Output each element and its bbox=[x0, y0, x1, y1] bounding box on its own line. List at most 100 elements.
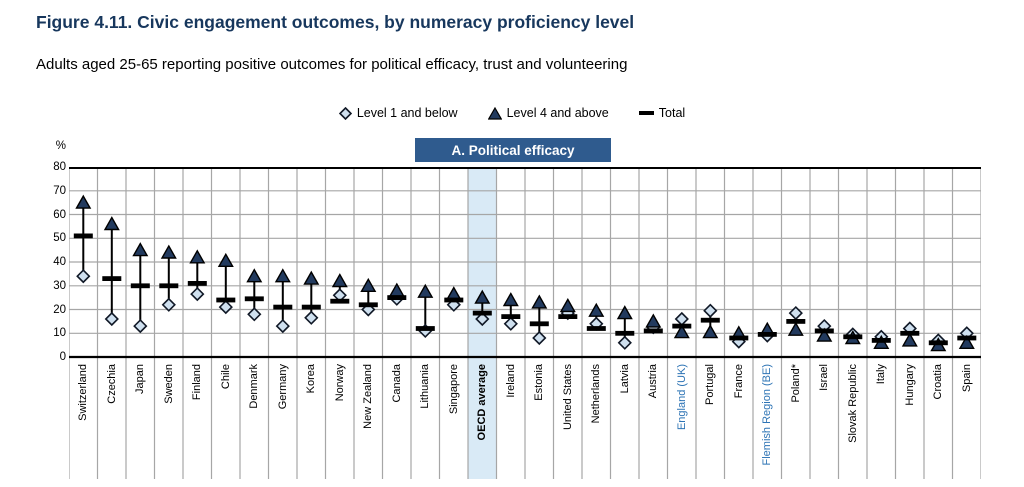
x-axis-label: Japan bbox=[134, 364, 147, 394]
level1-diamond-marker bbox=[104, 311, 119, 327]
level4-triangle-marker bbox=[160, 244, 177, 259]
x-axis-label-cell: Flemish Region (BE) bbox=[753, 364, 782, 482]
marker-group bbox=[928, 333, 948, 352]
x-axis-label: Latvia bbox=[618, 364, 631, 394]
x-axis-label: Canada bbox=[390, 364, 403, 403]
x-axis-label: Korea bbox=[305, 364, 318, 394]
diamond-icon bbox=[338, 106, 352, 120]
level4-triangle-marker bbox=[645, 313, 662, 328]
x-axis-label: Flemish Region (BE) bbox=[761, 364, 774, 466]
legend-item-total: Total bbox=[638, 106, 685, 120]
marker-group bbox=[529, 294, 549, 346]
x-axis-label-cell: Italy bbox=[867, 364, 896, 482]
x-axis-label: Spain bbox=[960, 364, 973, 393]
marker-group bbox=[187, 249, 207, 302]
plot-area bbox=[69, 167, 981, 479]
level4-triangle-marker bbox=[189, 249, 206, 264]
total-bar-marker bbox=[615, 330, 635, 336]
x-axis-label-cell: Norway bbox=[326, 364, 355, 482]
x-axis-label-cell: Israel bbox=[810, 364, 839, 482]
y-axis-tick: 70 bbox=[53, 184, 66, 197]
x-axis-label-cell: United States bbox=[554, 364, 583, 482]
marker-group bbox=[244, 268, 264, 322]
level4-triangle-marker bbox=[360, 277, 377, 292]
x-axis-label-cell: Japan bbox=[126, 364, 155, 482]
x-axis-label: Poland* bbox=[789, 364, 802, 403]
x-axis-label: Norway bbox=[333, 364, 346, 402]
x-axis-label: United States bbox=[561, 364, 574, 431]
level4-triangle-marker bbox=[673, 324, 690, 339]
level4-triangle-marker bbox=[274, 268, 291, 283]
x-axis-label: New Zealand bbox=[362, 364, 375, 429]
x-axis-label-cell: Croatia bbox=[924, 364, 953, 482]
marker-group bbox=[102, 216, 122, 327]
level4-triangle-marker bbox=[531, 294, 548, 309]
x-axis-label-cell: Slovak Republic bbox=[839, 364, 868, 482]
x-axis-label-cell: Ireland bbox=[497, 364, 526, 482]
marker-group bbox=[415, 283, 435, 339]
level4-triangle-marker bbox=[588, 302, 605, 317]
marker-group bbox=[501, 292, 521, 331]
total-bar-marker bbox=[643, 328, 663, 334]
marker-group bbox=[757, 321, 777, 343]
figure-subtitle: Adults aged 25-65 reporting positive out… bbox=[36, 56, 628, 73]
level4-triangle-marker bbox=[303, 270, 320, 285]
level4-triangle-marker bbox=[217, 252, 234, 267]
level4-triangle-marker bbox=[702, 324, 719, 339]
level4-triangle-marker bbox=[331, 273, 348, 288]
level1-diamond-marker bbox=[218, 299, 233, 315]
total-bar-marker bbox=[330, 298, 350, 304]
level1-diamond-marker bbox=[503, 316, 518, 331]
x-axis-label-cell: Singapore bbox=[440, 364, 469, 482]
legend-item-level1: Level 1 and below bbox=[338, 106, 458, 120]
marker-group bbox=[586, 302, 606, 331]
level1-diamond-marker bbox=[161, 297, 176, 312]
total-bar-marker bbox=[900, 330, 920, 336]
dash-icon bbox=[638, 111, 654, 115]
total-bar-marker bbox=[672, 323, 692, 329]
x-axis-label-cell: Canada bbox=[383, 364, 412, 482]
marker-group bbox=[615, 305, 635, 350]
x-axis-label: Lithuania bbox=[419, 364, 432, 409]
y-axis-tick: 40 bbox=[53, 256, 66, 268]
y-axis-tick: 20 bbox=[53, 303, 66, 316]
x-axis-label-cell: Spain bbox=[953, 364, 982, 482]
total-bar-marker bbox=[501, 314, 521, 319]
x-axis-label-cell: Sweden bbox=[155, 364, 184, 482]
x-axis-label: Denmark bbox=[248, 364, 261, 409]
x-axis-label: Ireland bbox=[504, 364, 517, 398]
x-axis-label-cell: Finland bbox=[183, 364, 212, 482]
total-bar-marker bbox=[871, 338, 891, 343]
level4-triangle-marker bbox=[417, 283, 434, 298]
total-bar-marker bbox=[444, 297, 464, 303]
total-bar-marker bbox=[757, 332, 777, 337]
x-axis-label: Czechia bbox=[105, 364, 118, 404]
y-axis-tick: 0 bbox=[59, 351, 66, 363]
x-axis-label: Hungary bbox=[903, 364, 916, 406]
x-axis-label-cell: Austria bbox=[639, 364, 668, 482]
level1-diamond-marker bbox=[304, 310, 319, 325]
level1-diamond-marker bbox=[190, 286, 205, 302]
total-bar-marker bbox=[472, 310, 492, 316]
level1-diamond-marker bbox=[703, 303, 718, 318]
total-bar-marker bbox=[102, 276, 122, 281]
x-axis-label: Sweden bbox=[162, 364, 175, 404]
x-axis-label-cell: England (UK) bbox=[668, 364, 697, 482]
level4-triangle-marker bbox=[787, 321, 804, 336]
x-axis-label-cell: Korea bbox=[297, 364, 326, 482]
level4-triangle-marker bbox=[901, 332, 918, 347]
level4-triangle-marker bbox=[132, 242, 149, 257]
total-bar-marker bbox=[700, 317, 720, 323]
marker-group bbox=[330, 273, 350, 304]
total-bar-marker bbox=[216, 297, 236, 303]
x-axis-label: Finland bbox=[191, 364, 204, 401]
total-bar-marker bbox=[358, 302, 378, 308]
x-axis-label: Switzerland bbox=[77, 364, 90, 421]
marker-group bbox=[700, 303, 720, 339]
marker-group bbox=[558, 297, 578, 321]
marker-group bbox=[387, 282, 407, 306]
x-axis-label-cell: France bbox=[725, 364, 754, 482]
y-axis-tick: 80 bbox=[53, 161, 66, 173]
level4-triangle-marker bbox=[559, 297, 576, 313]
